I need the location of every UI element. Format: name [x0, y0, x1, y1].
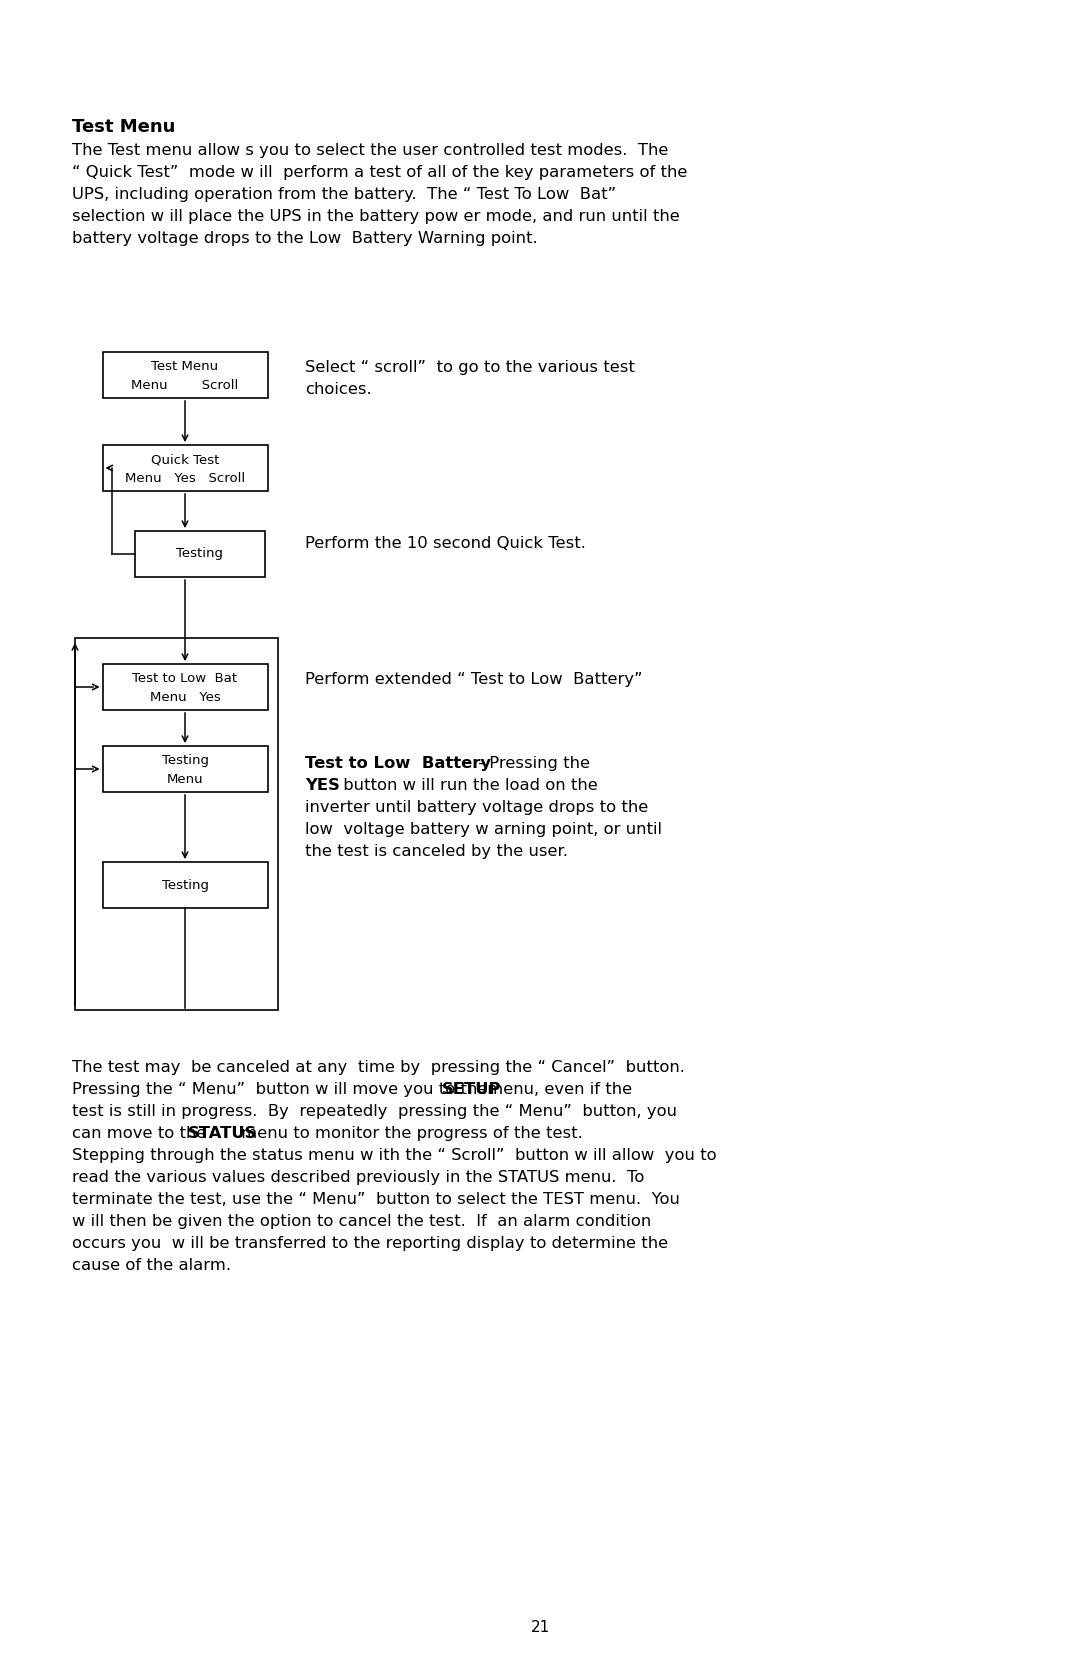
Text: cause of the alarm.: cause of the alarm.	[72, 1258, 231, 1273]
Text: Perform extended “ Test to Low  Battery”: Perform extended “ Test to Low Battery”	[305, 673, 643, 688]
Text: “ Quick Test”  mode w ill  perform a test of all of the key parameters of the: “ Quick Test” mode w ill perform a test …	[72, 165, 687, 180]
Text: the test is canceled by the user.: the test is canceled by the user.	[305, 845, 568, 860]
Text: Test to Low  Battery: Test to Low Battery	[305, 756, 491, 771]
Text: Test Menu: Test Menu	[72, 118, 175, 135]
Text: Testing: Testing	[176, 547, 224, 561]
Text: Select “ scroll”  to go to the various test: Select “ scroll” to go to the various te…	[305, 361, 635, 376]
Text: Pressing the “ Menu”  button w ill move you to the: Pressing the “ Menu” button w ill move y…	[72, 1082, 492, 1097]
Text: Menu   Yes   Scroll: Menu Yes Scroll	[125, 472, 245, 484]
Text: YES: YES	[305, 778, 340, 793]
Text: The Test menu allow s you to select the user controlled test modes.  The: The Test menu allow s you to select the …	[72, 144, 669, 159]
Text: Menu   Yes: Menu Yes	[150, 691, 220, 704]
Text: SETUP: SETUP	[442, 1082, 501, 1097]
Text: test is still in progress.  By  repeatedly  pressing the “ Menu”  button, you: test is still in progress. By repeatedly…	[72, 1103, 677, 1118]
Text: terminate the test, use the “ Menu”  button to select the TEST menu.  You: terminate the test, use the “ Menu” butt…	[72, 1192, 680, 1207]
Text: STATUS: STATUS	[188, 1127, 257, 1142]
Text: Test to Low  Bat: Test to Low Bat	[133, 673, 238, 686]
Text: button w ill run the load on the: button w ill run the load on the	[338, 778, 597, 793]
Text: Stepping through the status menu w ith the “ Scroll”  button w ill allow  you to: Stepping through the status menu w ith t…	[72, 1148, 717, 1163]
Text: Test Menu: Test Menu	[151, 361, 218, 374]
Text: can move to the: can move to the	[72, 1127, 212, 1142]
Text: choices.: choices.	[305, 382, 372, 397]
Text: low  voltage battery w arning point, or until: low voltage battery w arning point, or u…	[305, 823, 662, 836]
Text: read the various values described previously in the STATUS menu.  To: read the various values described previo…	[72, 1170, 645, 1185]
Text: Quick Test: Quick Test	[151, 454, 219, 466]
Text: The test may  be canceled at any  time by  pressing the “ Cancel”  button.: The test may be canceled at any time by …	[72, 1060, 685, 1075]
Text: battery voltage drops to the Low  Battery Warning point.: battery voltage drops to the Low Battery…	[72, 230, 538, 245]
Text: Testing: Testing	[162, 878, 208, 891]
Text: Menu: Menu	[166, 773, 203, 786]
Text: Menu        Scroll: Menu Scroll	[132, 379, 239, 392]
Text: menu to monitor the progress of the test.: menu to monitor the progress of the test…	[237, 1127, 583, 1142]
Text: selection w ill place the UPS in the battery pow er mode, and run until the: selection w ill place the UPS in the bat…	[72, 209, 679, 224]
Text: w ill then be given the option to cancel the test.  If  an alarm condition: w ill then be given the option to cancel…	[72, 1213, 651, 1228]
Text: Testing: Testing	[162, 754, 208, 768]
Text: - Pressing the: - Pressing the	[473, 756, 590, 771]
Text: occurs you  w ill be transferred to the reporting display to determine the: occurs you w ill be transferred to the r…	[72, 1237, 669, 1252]
Text: menu, even if the: menu, even if the	[482, 1082, 632, 1097]
Text: Perform the 10 second Quick Test.: Perform the 10 second Quick Test.	[305, 536, 585, 551]
Text: inverter until battery voltage drops to the: inverter until battery voltage drops to …	[305, 799, 648, 814]
Text: 21: 21	[530, 1621, 550, 1636]
Text: UPS, including operation from the battery.  The “ Test To Low  Bat”: UPS, including operation from the batter…	[72, 187, 616, 202]
